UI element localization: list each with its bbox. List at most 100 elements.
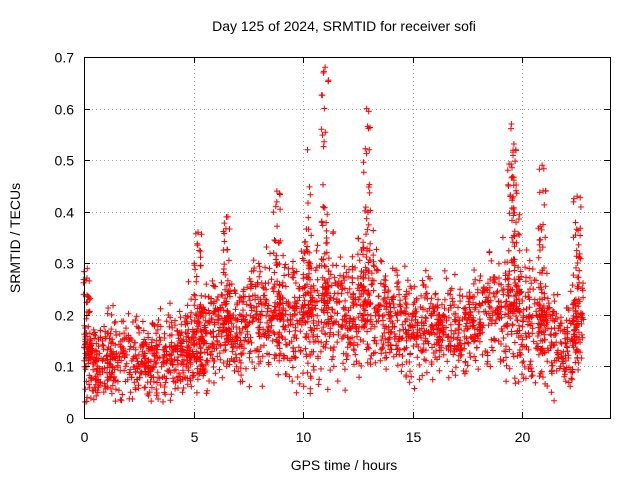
data-point — [509, 307, 516, 314]
data-point — [574, 322, 581, 329]
data-point — [228, 355, 235, 362]
data-point — [472, 357, 479, 364]
data-point — [320, 324, 327, 331]
data-point — [263, 244, 270, 250]
data-point — [323, 227, 330, 234]
data-point — [383, 300, 390, 307]
data-point — [163, 343, 169, 350]
data-point — [476, 301, 483, 308]
data-point — [203, 281, 210, 288]
data-point — [179, 389, 186, 396]
data-point — [219, 374, 226, 381]
data-point — [563, 317, 570, 324]
plot-frame — [84, 57, 611, 419]
data-point — [203, 309, 209, 316]
data-point — [520, 375, 527, 382]
data-point — [293, 389, 300, 396]
data-point — [300, 257, 307, 264]
data-point — [87, 336, 94, 342]
data-point — [321, 262, 328, 269]
data-point — [407, 368, 413, 375]
data-point — [551, 325, 558, 331]
data-point — [331, 310, 338, 316]
data-point — [455, 342, 462, 349]
data-point — [257, 296, 264, 303]
data-point — [529, 312, 536, 319]
data-point — [198, 292, 205, 299]
data-point — [162, 379, 169, 386]
data-point — [271, 307, 278, 314]
data-point — [132, 386, 139, 393]
data-point — [368, 281, 375, 288]
data-point — [552, 315, 559, 322]
data-point — [104, 310, 111, 317]
data-point — [342, 322, 349, 329]
data-point — [244, 284, 251, 291]
data-point — [289, 274, 296, 281]
data-point — [109, 336, 116, 343]
data-point — [335, 329, 342, 335]
data-point — [315, 292, 322, 299]
data-point — [362, 145, 369, 152]
data-point — [357, 336, 364, 343]
data-point — [370, 262, 377, 269]
data-point — [474, 286, 481, 293]
data-point — [427, 275, 433, 282]
data-point — [116, 387, 122, 394]
data-point — [405, 327, 412, 334]
data-point — [236, 357, 243, 364]
data-point — [380, 321, 387, 328]
data-point — [185, 278, 192, 285]
data-point — [470, 338, 477, 345]
data-point — [466, 289, 473, 296]
data-point — [236, 326, 243, 332]
data-point — [403, 337, 410, 344]
data-point — [537, 247, 543, 254]
data-point — [223, 213, 230, 220]
data-point — [567, 288, 574, 295]
data-point — [529, 368, 535, 375]
data-point — [504, 167, 511, 174]
data-point — [80, 291, 87, 298]
data-point — [505, 293, 512, 300]
data-point — [180, 336, 187, 343]
data-point — [256, 273, 263, 280]
data-point — [238, 351, 245, 358]
data-point — [295, 344, 302, 351]
data-point — [512, 282, 519, 289]
data-point — [274, 315, 281, 322]
data-point — [286, 373, 293, 380]
data-point — [535, 254, 542, 261]
data-point — [452, 310, 459, 317]
data-point — [210, 282, 217, 289]
data-point — [338, 324, 345, 330]
data-point — [294, 374, 301, 380]
data-point — [257, 268, 264, 275]
data-point — [230, 324, 237, 330]
data-point — [380, 341, 387, 347]
data-point — [85, 294, 92, 301]
data-point — [187, 377, 194, 384]
data-point — [548, 362, 555, 369]
data-point — [500, 335, 507, 341]
data-point — [277, 310, 284, 317]
data-point — [575, 329, 582, 336]
data-point — [465, 298, 472, 305]
data-point — [365, 184, 372, 190]
data-point — [204, 387, 211, 394]
data-point — [226, 226, 233, 232]
data-point — [400, 326, 407, 333]
x-tick-label: 5 — [191, 429, 199, 445]
data-point — [126, 346, 133, 353]
data-point — [429, 310, 435, 317]
data-point — [351, 361, 357, 368]
data-point — [133, 376, 140, 383]
data-point — [443, 324, 449, 331]
data-point — [444, 358, 451, 365]
data-point — [573, 253, 580, 260]
data-point — [110, 374, 117, 381]
data-point — [355, 314, 362, 321]
data-point — [580, 294, 587, 301]
data-point — [183, 315, 189, 321]
